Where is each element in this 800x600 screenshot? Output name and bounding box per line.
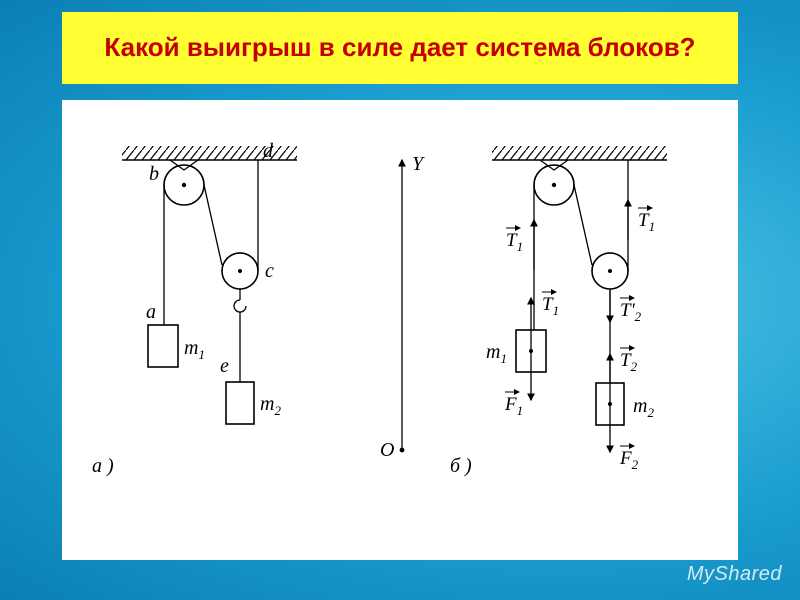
movable-pulley-axle-a (238, 269, 242, 273)
title-text: Какой выигрыш в силе дает система блоков… (104, 33, 695, 63)
rope-bc-b (574, 185, 592, 265)
panel-b-label: б ) (450, 455, 472, 477)
title-box: Какой выигрыш в силе дает система блоков… (62, 12, 738, 84)
hook-a (234, 300, 246, 312)
rope-arc-movable-a (222, 253, 258, 271)
m2-label-b: m2 (633, 395, 654, 420)
rope-bc-a (204, 185, 222, 265)
movable-pulley-axle-b (608, 269, 612, 273)
pt-a: a (146, 301, 156, 323)
panel-b: T1 T1 T1 T'2 T2 (450, 146, 667, 477)
rope-arc-fixed-a (164, 165, 204, 185)
pt-b: b (149, 163, 159, 185)
lbl-T2p: T'2 (620, 298, 642, 324)
lbl-T2: T2 (620, 348, 638, 374)
mass1-a (148, 325, 178, 367)
svg-text:F1: F1 (504, 394, 523, 418)
svg-text:F2: F2 (619, 448, 639, 472)
figure-panel: a b c d e m1 m2 а ) Y O (62, 100, 738, 560)
axis-origin-dot (400, 448, 405, 453)
slide-background: Какой выигрыш в силе дает система блоков… (0, 0, 800, 600)
lbl-F2: F2 (619, 446, 639, 472)
axis-y: Y O (380, 153, 425, 461)
rope-arc-movable-b (592, 253, 628, 271)
svg-text:T1: T1 (506, 230, 523, 254)
pt-c: c (265, 260, 274, 282)
m1-label-a: m1 (184, 337, 205, 362)
panel-a: a b c d e m1 m2 а ) (92, 140, 297, 477)
mass2-a (226, 382, 254, 424)
diagram-svg: a b c d e m1 m2 а ) Y O (62, 100, 738, 560)
ceiling-hatch-b (492, 146, 667, 160)
axis-O: O (380, 439, 394, 461)
axis-Y: Y (412, 153, 425, 175)
svg-text:T2: T2 (620, 350, 638, 374)
panel-a-label: а ) (92, 455, 114, 477)
svg-text:T'2: T'2 (620, 300, 642, 324)
pt-d: d (263, 140, 274, 162)
lbl-F1: F1 (504, 392, 523, 418)
lbl-T1-left: T1 (506, 228, 523, 254)
lbl-T1-right: T1 (638, 208, 655, 234)
m1-label-b: m1 (486, 341, 507, 366)
fixed-pulley-axle-b (552, 183, 556, 187)
rope-arc-fixed-b (534, 165, 574, 185)
lbl-T1-mass: T1 (542, 292, 559, 318)
svg-text:T1: T1 (542, 294, 559, 318)
m2-label-a: m2 (260, 393, 281, 418)
watermark: MyShared (687, 563, 782, 586)
svg-text:T1: T1 (638, 210, 655, 234)
pt-e: e (220, 355, 229, 377)
fixed-pulley-axle-a (182, 183, 186, 187)
